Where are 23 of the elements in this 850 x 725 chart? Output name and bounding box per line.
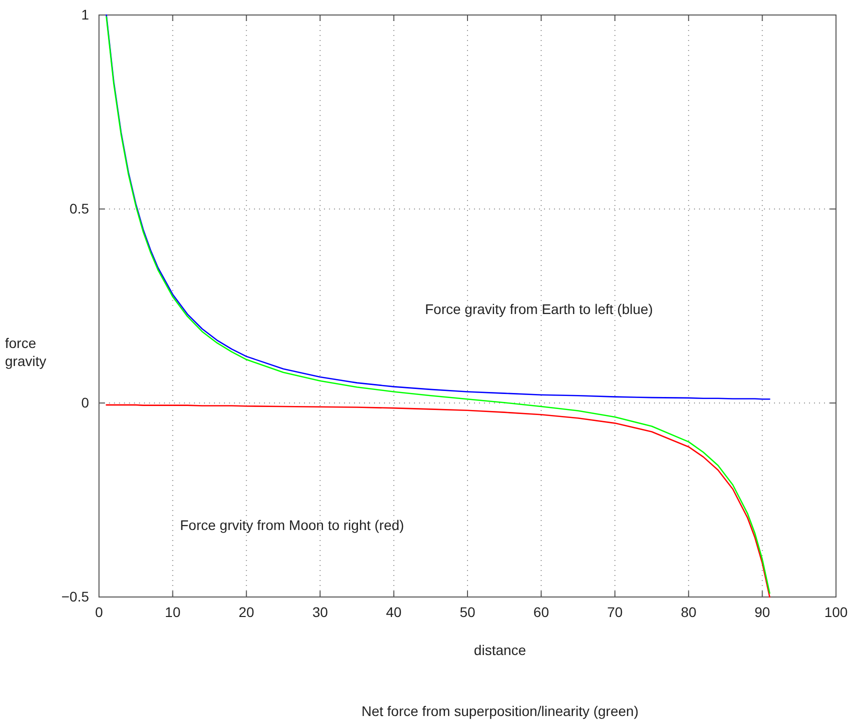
x-tick-label: 50 (460, 604, 476, 620)
text: Net force from superposition/linearity (green) (361, 703, 639, 719)
x-tick-label: 30 (312, 604, 328, 620)
x-tick-label: 60 (533, 604, 550, 620)
x-axis-title: distance (474, 642, 526, 658)
x-tick-label: 100 (824, 604, 848, 620)
y-tick-label: −0.5 (61, 588, 90, 604)
y-tick-label: 0.5 (70, 200, 90, 216)
y-tick-label: 1 (81, 6, 90, 22)
x-tick-label: 0 (95, 604, 104, 620)
x-tick-label: 10 (164, 604, 181, 620)
x-tick-label: 90 (754, 604, 770, 620)
y-tick-label: 0 (81, 394, 90, 410)
x-tick-label: 40 (386, 604, 402, 620)
annotation: Force grvity from Moon to right (red) (180, 517, 404, 533)
y-axis-title: force gravity (5, 335, 46, 369)
x-tick-label: 80 (680, 604, 697, 620)
x-tick-label: 70 (607, 604, 623, 620)
x-tick-label: 20 (238, 604, 254, 620)
line-series (106, 404, 770, 598)
line-series (106, 16, 770, 594)
line-series (106, 14, 770, 400)
annotation: Force gravity from Earth to left (blue) (425, 301, 653, 317)
